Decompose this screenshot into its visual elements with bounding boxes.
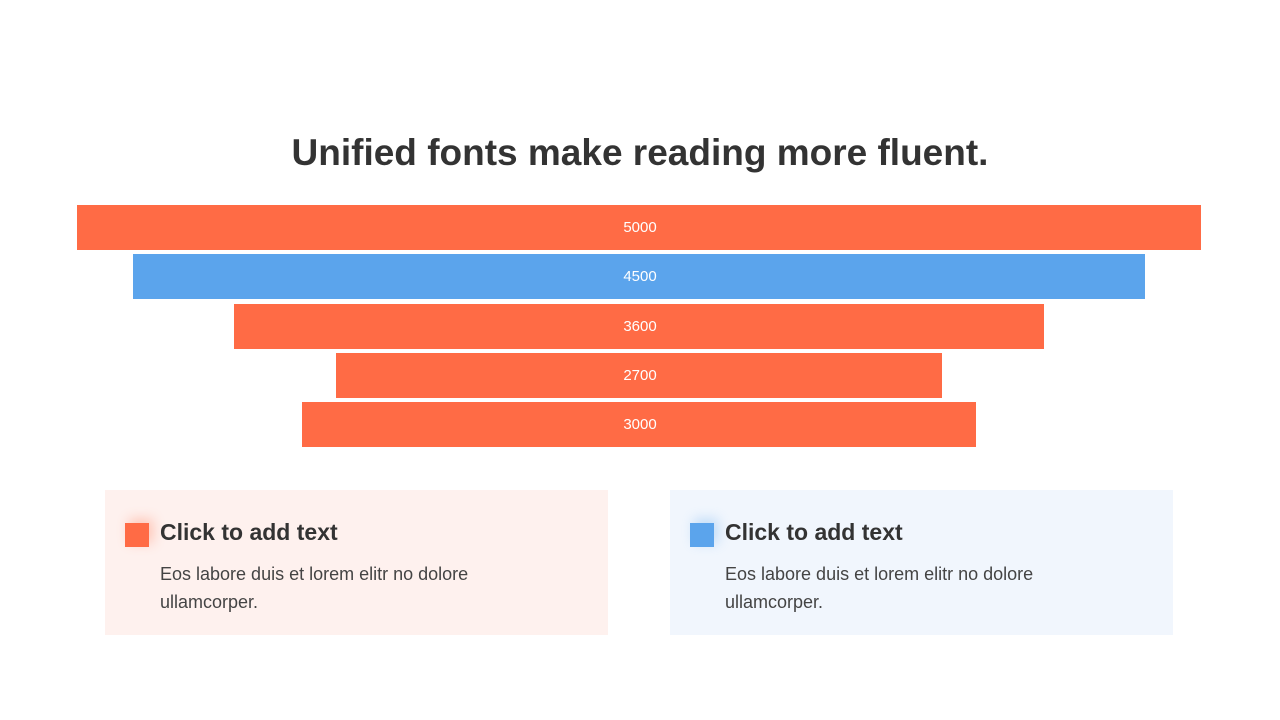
funnel-bar (133, 254, 1145, 299)
funnel-bar-label: 2700 (623, 367, 657, 384)
funnel-bar-label: 3600 (623, 318, 657, 335)
card-heading[interactable]: Click to add text (725, 519, 903, 545)
legend-card-orange: Click to add text Eos labore duis et lor… (105, 490, 608, 635)
slide-title: Unified fonts make reading more fluent. (291, 132, 989, 173)
funnel-bar (77, 205, 1201, 250)
legend-card-blue: Click to add text Eos labore duis et lor… (670, 490, 1173, 635)
card-heading[interactable]: Click to add text (160, 519, 338, 545)
funnel-bar (301, 402, 977, 447)
funnel-bar-label: 5000 (623, 219, 657, 236)
funnel-bar (335, 353, 943, 398)
card-body[interactable]: Eos labore duis et lorem elitr no dolore… (725, 564, 1034, 612)
funnel-bar (234, 304, 1044, 349)
blue-square-icon (690, 523, 714, 547)
orange-square-icon (125, 523, 149, 547)
funnel-bar-label: 4500 (623, 268, 657, 285)
funnel-bar-label: 3000 (623, 416, 657, 433)
card-body[interactable]: Eos labore duis et lorem elitr no dolore… (160, 564, 469, 612)
